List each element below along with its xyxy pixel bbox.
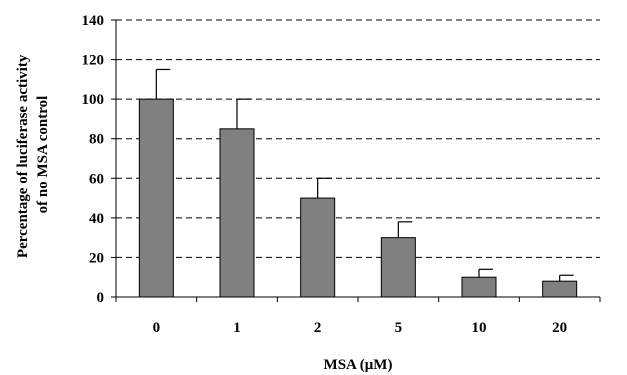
bar [542, 280, 578, 298]
y-axis-title-line-2: of no MSA control [35, 96, 51, 214]
y-tick-label: 140 [82, 13, 105, 29]
bar [219, 128, 255, 298]
y-tick-label: 40 [89, 211, 104, 227]
y-axis-title: Percentage of luciferase activity of no … [15, 51, 51, 258]
bar [380, 237, 416, 298]
y-axis-title-line-1: Percentage of luciferase activity [15, 54, 31, 258]
y-tick-label: 20 [89, 250, 104, 266]
x-tick-label: 10 [472, 320, 487, 336]
bars [138, 68, 578, 298]
x-tick-label: 1 [233, 320, 241, 336]
y-tick-label: 0 [97, 290, 105, 306]
y-tick-label: 100 [82, 92, 105, 108]
gridlines [116, 19, 600, 258]
x-ticks: 0 1 2 5 10 20 [115, 297, 601, 336]
x-tick-label: 2 [314, 320, 322, 336]
bar [138, 98, 174, 298]
x-axis-title: MSA (μM) [324, 357, 393, 373]
y-tick-label: 120 [82, 53, 105, 69]
y-tick-label: 80 [89, 132, 104, 148]
y-ticks: 0 20 40 60 80 100 120 140 [82, 13, 116, 306]
bar [300, 197, 336, 298]
axes [115, 20, 600, 298]
bar [461, 276, 497, 298]
x-tick-label: 0 [153, 320, 161, 336]
y-tick-label: 60 [89, 171, 104, 187]
x-tick-label: 5 [395, 320, 403, 336]
x-tick-label: 20 [552, 320, 567, 336]
